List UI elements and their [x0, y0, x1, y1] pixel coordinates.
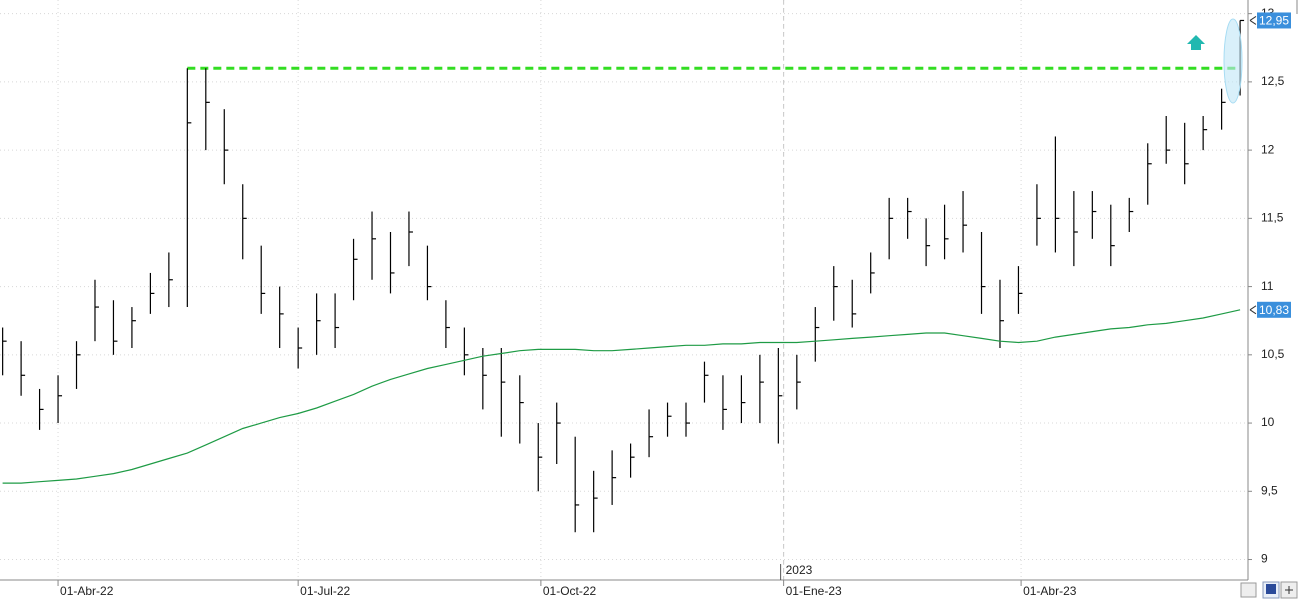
moving-average-line: [2, 309, 1241, 484]
scroll-button[interactable]: [1240, 582, 1257, 598]
y-tick-label: 11,5: [1261, 211, 1284, 225]
year-label: 2023: [786, 563, 813, 577]
last-value-pointer: [1249, 305, 1257, 315]
plot-layer: [0, 0, 1248, 580]
last-value-label: 10,83: [1259, 303, 1289, 317]
last-value-label: 12,95: [1259, 14, 1289, 28]
y-tick-label: 11: [1261, 279, 1274, 293]
expand-icon: [1285, 586, 1293, 594]
last-value-pointer: [1249, 16, 1257, 25]
up-arrow-icon: [1187, 35, 1205, 50]
x-tick-label: 01-Abr-22: [60, 584, 114, 598]
x-tick-label: 01-Abr-23: [1023, 584, 1077, 598]
y-tick-label: 9: [1261, 552, 1268, 566]
highlight-ellipse: [1223, 18, 1243, 104]
last-value-box: [1257, 12, 1291, 29]
x-tick-label: 01-Jul-22: [300, 584, 350, 598]
x-tick-label: 01-Oct-22: [543, 584, 597, 598]
y-tick-label: 12: [1261, 142, 1275, 156]
y-tick-label: 10: [1261, 415, 1275, 429]
y-tick-label: 9,5: [1261, 483, 1278, 497]
x-tick-label: 01-Ene-23: [786, 584, 842, 598]
last-value-box: [1257, 301, 1291, 318]
y-tick-label: 10,5: [1261, 347, 1285, 361]
save-icon: [1266, 584, 1276, 594]
y-tick-label: 12,5: [1261, 74, 1285, 88]
